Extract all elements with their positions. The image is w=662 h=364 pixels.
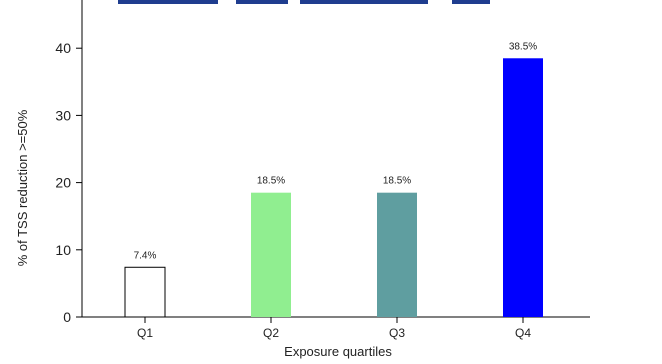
data-label-q2: 18.5%: [257, 176, 285, 187]
y-tick-label: 40: [55, 40, 71, 56]
bar-q1: [124, 266, 166, 318]
x-axis-title: Exposure quartiles: [284, 344, 392, 359]
x-tick-label: Q3: [389, 326, 405, 340]
title-fragment: [236, 0, 288, 4]
x-tick-label: Q1: [137, 326, 153, 340]
bars: [124, 58, 543, 318]
bar-q4: [503, 58, 543, 317]
data-label-q4: 38.5%: [509, 41, 537, 52]
data-label-q1: 7.4%: [134, 250, 157, 261]
cropped-title-remnant: [118, 0, 490, 4]
data-label-q3: 18.5%: [383, 176, 411, 187]
x-tick-label: Q4: [515, 326, 531, 340]
bar-q2: [251, 192, 291, 317]
bar-q3: [377, 192, 417, 317]
y-tick-label: 10: [55, 242, 71, 258]
y-ticks: 0 10 20 30 40: [55, 40, 82, 325]
y-tick-label: 30: [55, 107, 71, 123]
title-fragment: [300, 0, 428, 4]
title-fragment: [118, 0, 218, 4]
x-ticks: Q1 Q2 Q3 Q4: [137, 317, 531, 340]
y-axis-title: % of TSS reduction >=50%: [15, 109, 30, 266]
title-fragment: [452, 0, 490, 4]
x-tick-label: Q2: [263, 326, 279, 340]
y-tick-label: 20: [55, 175, 71, 191]
y-tick-label: 0: [63, 309, 71, 325]
data-labels: 7.4% 18.5% 18.5% 38.5%: [134, 41, 538, 261]
